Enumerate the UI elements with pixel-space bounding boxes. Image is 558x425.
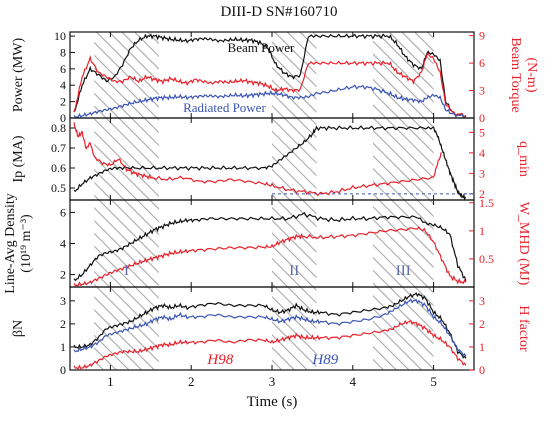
y-left-tick-label: 0.5: [51, 181, 66, 195]
y-right-axis-label: W_MHD (MJ): [516, 202, 531, 286]
y-right-tick-label: 0: [479, 111, 485, 125]
y-left-axis-label: (10¹⁹ m⁻³): [19, 214, 34, 273]
phase-label-1: I: [124, 263, 129, 279]
y-right-tick-label: 4: [479, 146, 485, 160]
y-right-tick-label: 2: [479, 317, 485, 331]
series-line-w-mhd: [73, 226, 467, 287]
y-left-tick-label: 0.7: [51, 141, 66, 155]
figure-title: DIII-D SN#160710: [220, 4, 338, 20]
y-right-tick-label: 5: [479, 125, 485, 139]
y-left-tick-label: 4: [60, 237, 66, 251]
y-left-axis-label: Line-Avg Density: [3, 193, 18, 293]
annotation-h89: H89: [311, 352, 338, 368]
panel-density: 2 4 6 0.5 1 1.5 Line-Avg Density (10¹⁹ m⁻³) W_MH…: [3, 193, 531, 293]
y-left-axis-label: Power (MW): [11, 38, 26, 113]
series-line-beam-power: [73, 33, 467, 118]
y-left-tick-label: 2: [60, 317, 66, 331]
y-right-tick-label: 9: [479, 29, 485, 43]
x-tick-label: 4: [350, 374, 357, 389]
y-left-tick-label: 6: [60, 205, 66, 219]
y-left-tick-label: 1: [60, 340, 66, 354]
y-left-tick-label: 0: [60, 111, 66, 125]
annotation-h98: H98: [206, 352, 233, 368]
y-left-axis-label: Ip (MA): [11, 135, 26, 182]
y-right-tick-label: 3: [479, 84, 485, 98]
y-left-tick-label: 3: [60, 294, 66, 308]
series-line-h89: [73, 298, 467, 357]
y-right-axis-label: (N-m): [524, 58, 539, 93]
phase-band-1: [94, 32, 159, 370]
series-line-beam-torque: [73, 52, 467, 118]
y-right-tick-label: 6: [479, 56, 485, 70]
y-right-axis-label: Beam Torque: [508, 37, 523, 112]
y-right-tick-label: 0: [479, 363, 485, 377]
y-left-tick-label: 0.6: [51, 161, 66, 175]
annotation-radiated-power: Radiated Power: [183, 100, 266, 115]
series-line-q-min: [73, 122, 442, 197]
series-line--n: [73, 292, 467, 359]
series-line-radiated-power: [73, 84, 467, 118]
y-left-tick-label: 2: [60, 95, 66, 109]
y-right-axis-label: H factor: [516, 305, 531, 352]
y-right-tick-label: 1: [479, 340, 485, 354]
y-right-axis-label: q_min: [516, 141, 531, 177]
y-left-tick-label: 6: [60, 62, 66, 76]
y-right-tick-label: 1: [479, 224, 485, 238]
y-left-tick-label: 2: [60, 268, 66, 282]
y-right-tick-label: 1.5: [479, 196, 494, 210]
panel-confinement: 0 1 2 3 0 1 2 3 βN H factor: [11, 286, 531, 377]
y-right-tick-label: 3: [479, 294, 485, 308]
series-line-h98: [73, 319, 467, 370]
y-left-tick-label: 0: [60, 363, 66, 377]
phase-band-2: [272, 32, 317, 370]
x-tick-label: 3: [269, 374, 276, 389]
y-left-tick-label: 10: [54, 29, 66, 43]
panel-power: 0 2 4 6 8 10 0 3 6 9 Power (MW) Beam Torque (N-m): [11, 29, 539, 125]
x-axis-label: Time (s): [247, 394, 298, 410]
y-left-axis-label: βN: [11, 320, 26, 337]
y-left-tick-label: 8: [60, 45, 66, 59]
y-left-tick-label: 0.8: [51, 121, 66, 135]
y-right-tick-label: 0.5: [479, 252, 494, 266]
y-left-tick-label: 4: [60, 78, 66, 92]
x-tick-label: 2: [188, 374, 195, 389]
y-right-tick-label: 3: [479, 166, 485, 180]
phase-label-3: III: [396, 263, 411, 279]
y-right-tick-label: 2: [479, 187, 485, 201]
phase-label-2: II: [289, 263, 299, 279]
x-tick-label: 1: [107, 374, 114, 389]
series-line-line-avg-density: [73, 211, 467, 282]
x-tick-label: 5: [430, 374, 437, 389]
series-line-ip: [73, 125, 467, 200]
annotation-beam-power: Beam Power: [228, 40, 295, 55]
phase-band-3: [373, 32, 434, 370]
panel-current: 0.5 0.6 0.7 0.8 2 3 4 5 Ip (MA) q_min: [11, 117, 531, 201]
